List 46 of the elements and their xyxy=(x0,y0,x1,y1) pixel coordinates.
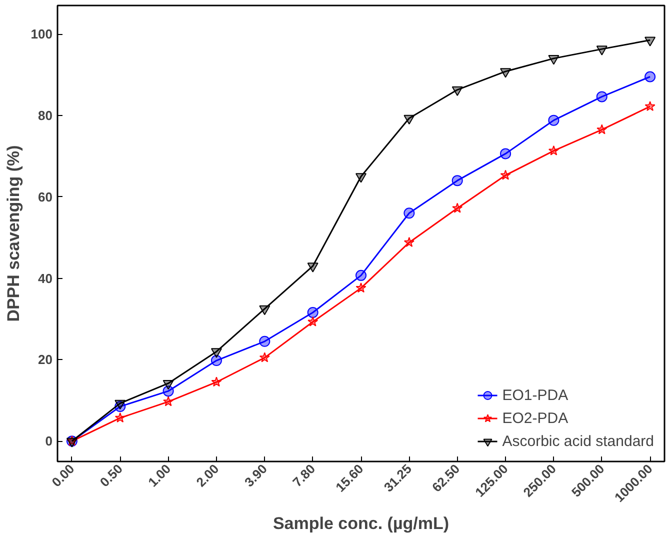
point xyxy=(404,208,415,219)
point xyxy=(307,306,318,318)
point xyxy=(163,396,174,406)
point xyxy=(210,355,222,366)
y-tick-label: 20 xyxy=(38,352,53,368)
point xyxy=(356,270,366,281)
point xyxy=(259,352,270,362)
x-tick-label: 3.90 xyxy=(241,461,270,490)
x-tick-label: 7.80 xyxy=(290,461,318,490)
point xyxy=(259,305,270,316)
point xyxy=(307,262,318,272)
point xyxy=(596,124,608,134)
point xyxy=(114,412,126,422)
point xyxy=(452,86,463,96)
y-tick-label: 0 xyxy=(45,434,53,449)
point xyxy=(548,114,560,126)
point xyxy=(404,236,414,247)
x-tick-label: 0.00 xyxy=(48,461,78,490)
point xyxy=(356,282,366,293)
y-axis-title: DPPH scavenging (%) xyxy=(4,145,23,322)
point xyxy=(644,100,656,112)
point xyxy=(596,46,608,56)
point xyxy=(356,173,366,183)
legend-label: EO2-PDA xyxy=(502,410,568,426)
y-tick-label: 60 xyxy=(38,189,53,204)
point xyxy=(644,36,656,46)
point xyxy=(452,175,463,186)
point xyxy=(548,145,559,156)
x-axis-title: Sample conc. (µg/mL) xyxy=(272,514,450,534)
point xyxy=(211,376,222,387)
legend-label: Ascorbic acid standard xyxy=(502,432,654,450)
point xyxy=(452,202,463,213)
point xyxy=(596,91,608,102)
point xyxy=(500,68,512,78)
point xyxy=(308,316,318,326)
point xyxy=(500,170,511,180)
point xyxy=(548,55,560,65)
point xyxy=(644,71,656,82)
point xyxy=(259,336,270,347)
x-tick-label: 0.50 xyxy=(96,461,126,490)
y-tick-label: 40 xyxy=(38,270,53,286)
y-tick-label: 80 xyxy=(38,108,53,123)
point xyxy=(404,114,415,125)
point xyxy=(500,148,512,160)
legend-label: EO1-PDA xyxy=(502,386,568,404)
y-tick-label: 100 xyxy=(30,26,53,42)
